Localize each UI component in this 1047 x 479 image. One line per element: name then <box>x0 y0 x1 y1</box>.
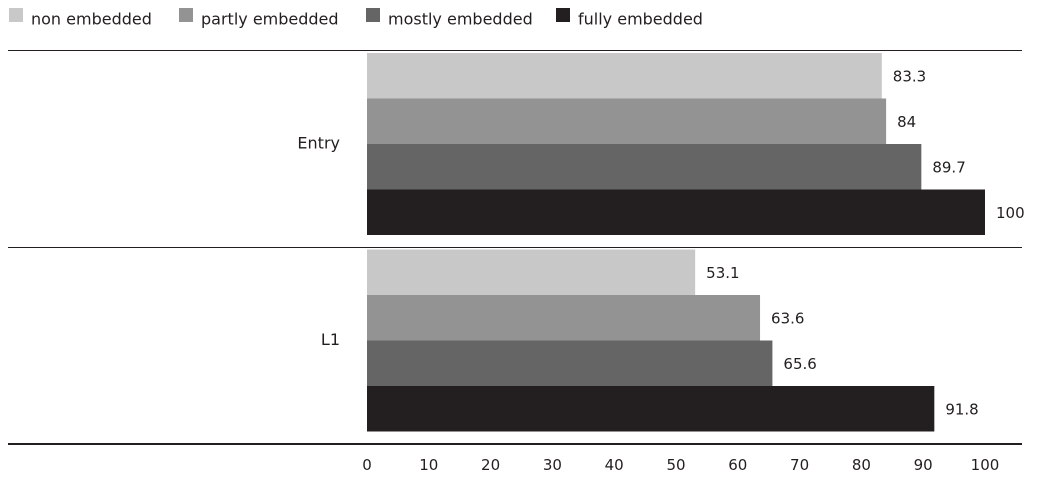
value-label-entry-non-embedded: 83.3 <box>893 67 926 85</box>
x-tick-label-90: 90 <box>914 456 933 474</box>
legend-swatch-fully-embedded <box>556 8 570 22</box>
category-labels: Entry L1 <box>297 134 340 350</box>
x-tick-label-30: 30 <box>543 456 562 474</box>
x-tick-label-10: 10 <box>419 456 438 474</box>
value-labels: 83.3 84 89.7 100 53.1 63.6 65.6 91.8 <box>706 67 1024 418</box>
bar-l1-non-embedded <box>367 249 696 295</box>
value-label-l1-mostly-embedded: 65.6 <box>783 355 816 373</box>
x-tick-label-80: 80 <box>852 456 871 474</box>
legend-label-non-embedded: non embedded <box>31 10 152 29</box>
bar-l1-fully-embedded <box>367 386 935 432</box>
value-label-entry-mostly-embedded: 89.7 <box>932 158 965 176</box>
legend: non embedded partly embedded mostly embedd… <box>9 8 703 29</box>
bar-entry-fully-embedded <box>367 189 985 235</box>
legend-label-mostly-embedded: mostly embedded <box>388 10 533 29</box>
bar-entry-non-embedded <box>367 53 882 99</box>
x-tick-label-40: 40 <box>605 456 624 474</box>
value-label-l1-partly-embedded: 63.6 <box>771 309 804 327</box>
x-tick-label-60: 60 <box>728 456 747 474</box>
x-axis: 0 10 20 30 40 50 60 70 80 90 100 <box>362 456 999 474</box>
value-label-l1-fully-embedded: 91.8 <box>945 400 978 418</box>
category-separators <box>8 50 1022 445</box>
bar-l1-mostly-embedded <box>367 340 773 386</box>
bar-entry-partly-embedded <box>367 98 887 144</box>
bar-l1-partly-embedded <box>367 295 761 341</box>
legend-label-fully-embedded: fully embedded <box>578 10 703 29</box>
bars <box>367 53 985 432</box>
x-tick-label-0: 0 <box>362 456 372 474</box>
x-tick-label-70: 70 <box>790 456 809 474</box>
value-label-entry-fully-embedded: 100 <box>996 204 1025 222</box>
legend-swatch-mostly-embedded <box>366 8 380 22</box>
value-label-l1-non-embedded: 53.1 <box>706 264 739 282</box>
x-tick-label-20: 20 <box>481 456 500 474</box>
value-label-entry-partly-embedded: 84 <box>897 113 916 131</box>
x-tick-label-100: 100 <box>971 456 1000 474</box>
bar-entry-mostly-embedded <box>367 144 922 190</box>
category-label-entry: Entry <box>297 134 340 153</box>
legend-swatch-partly-embedded <box>179 8 193 22</box>
category-label-l1: L1 <box>321 330 340 349</box>
legend-swatch-non-embedded <box>9 8 23 22</box>
x-tick-label-50: 50 <box>666 456 685 474</box>
legend-label-partly-embedded: partly embedded <box>201 10 339 29</box>
